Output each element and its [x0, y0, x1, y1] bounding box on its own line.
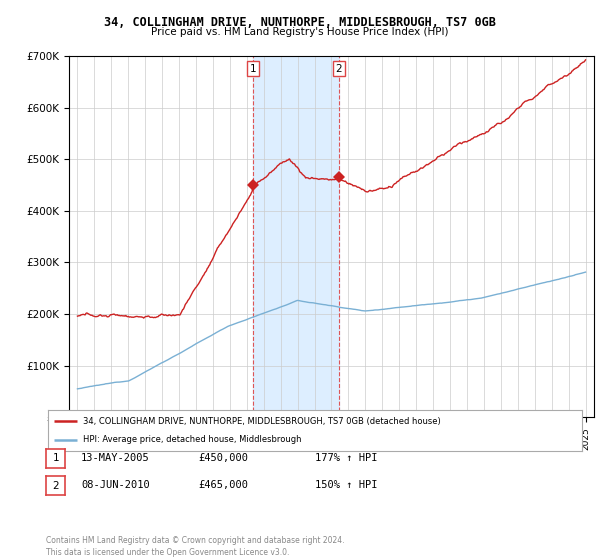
Text: Price paid vs. HM Land Registry's House Price Index (HPI): Price paid vs. HM Land Registry's House …: [151, 27, 449, 37]
Text: 34, COLLINGHAM DRIVE, NUNTHORPE, MIDDLESBROUGH, TS7 0GB (detached house): 34, COLLINGHAM DRIVE, NUNTHORPE, MIDDLES…: [83, 417, 440, 426]
Text: Contains HM Land Registry data © Crown copyright and database right 2024.
This d: Contains HM Land Registry data © Crown c…: [46, 536, 344, 557]
Text: £465,000: £465,000: [198, 480, 248, 490]
Text: 13-MAY-2005: 13-MAY-2005: [81, 452, 150, 463]
Text: 150% ↑ HPI: 150% ↑ HPI: [315, 480, 377, 490]
Text: HPI: Average price, detached house, Middlesbrough: HPI: Average price, detached house, Midd…: [83, 436, 301, 445]
Text: 2: 2: [52, 480, 59, 491]
Text: 08-JUN-2010: 08-JUN-2010: [81, 480, 150, 490]
Text: 1: 1: [52, 453, 59, 463]
Text: 34, COLLINGHAM DRIVE, NUNTHORPE, MIDDLESBROUGH, TS7 0GB: 34, COLLINGHAM DRIVE, NUNTHORPE, MIDDLES…: [104, 16, 496, 29]
Text: 2: 2: [335, 64, 342, 74]
Text: 1: 1: [250, 64, 256, 74]
Text: 177% ↑ HPI: 177% ↑ HPI: [315, 452, 377, 463]
Text: £450,000: £450,000: [198, 452, 248, 463]
Bar: [253, 56, 339, 417]
